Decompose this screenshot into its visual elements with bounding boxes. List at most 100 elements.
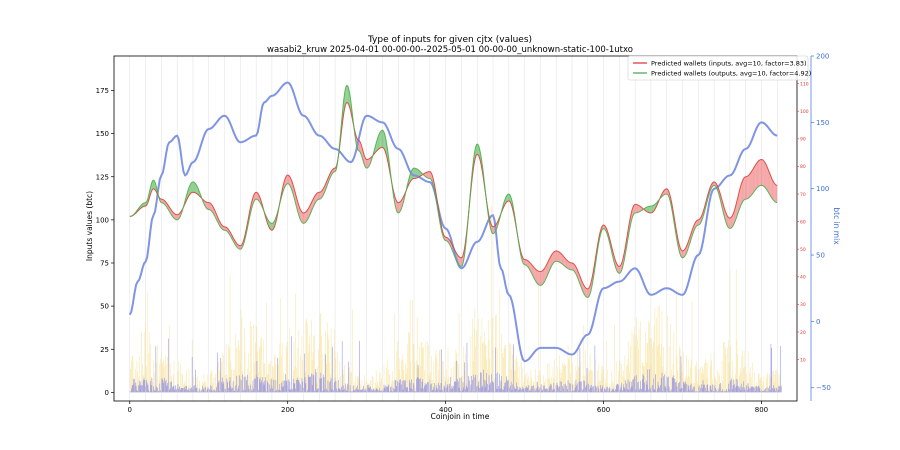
fill-segment [666, 188, 668, 195]
y-axis-label: Inputs values (btc) [85, 191, 94, 261]
fill-segment [729, 217, 731, 229]
y-tick-label: 150 [96, 130, 109, 138]
fill-segment [309, 205, 310, 217]
fill-segment [209, 202, 211, 211]
fill-segment [770, 174, 771, 197]
fill-segment [301, 212, 303, 224]
fill-segment [571, 263, 573, 271]
fill-segment [445, 237, 447, 241]
y2-tick-label: 0 [816, 318, 820, 326]
fill-segment [530, 262, 531, 272]
y3-tick-label: 50 [800, 247, 806, 253]
fill-segment [744, 176, 746, 200]
fill-segment [776, 185, 778, 203]
x-tick-label: 400 [439, 406, 452, 414]
fill-segment [733, 209, 735, 225]
fill-segment [526, 259, 527, 266]
fill-segment [752, 168, 754, 194]
fill-segment [478, 144, 479, 157]
fill-segment [319, 192, 321, 200]
fill-segment [254, 192, 256, 201]
fill-segment [399, 201, 401, 212]
fill-segment [384, 132, 385, 151]
y3-tick-label: 20 [800, 330, 806, 336]
fill-segment [537, 270, 539, 285]
fill-segment [570, 262, 572, 270]
fill-segment [300, 209, 302, 222]
plot-frame [113, 55, 798, 402]
fill-segment [556, 250, 557, 262]
fill-segment [224, 226, 226, 231]
fill-segment [765, 163, 767, 189]
fill-segment [650, 206, 651, 213]
fill-segment [414, 168, 416, 179]
fill-segment [399, 202, 400, 213]
fill-segment [194, 182, 196, 193]
chart-subtitle: wasabi2_kruw 2025-04-01 00-00-00--2025-0… [267, 45, 633, 55]
x-tick-label: 200 [281, 406, 294, 414]
fill-segment [152, 180, 154, 190]
y-tick-label: 175 [96, 87, 109, 95]
y-tick-label: 50 [100, 303, 109, 311]
fill-segment [307, 208, 309, 220]
fill-segment [566, 259, 568, 269]
fill-segment [534, 268, 536, 282]
fill-segment [208, 202, 210, 210]
fill-segment [315, 194, 317, 203]
fill-segment [532, 265, 534, 277]
x-tick-label: 800 [755, 406, 768, 414]
fill-segment [748, 175, 749, 199]
fill-segment [751, 170, 752, 196]
fill-segment [684, 249, 685, 258]
fill-segment [746, 176, 748, 200]
fill-segment [546, 262, 548, 278]
fill-segment [764, 161, 766, 188]
fill-segment [538, 271, 540, 286]
fill-segment [380, 130, 382, 148]
fill-segment [583, 283, 584, 294]
fill-segment [553, 252, 554, 264]
fill-segment [562, 255, 564, 265]
fill-segment [646, 206, 648, 213]
fill-segment [427, 171, 429, 179]
fill-segment [735, 203, 737, 221]
fill-segment [766, 166, 768, 192]
fill-segment [191, 182, 193, 193]
fill-segment [588, 287, 590, 298]
fill-segment [316, 192, 318, 201]
fill-segment [774, 183, 776, 203]
fill-segment [665, 188, 667, 195]
fill-segment [774, 182, 775, 202]
fill-segment [555, 250, 557, 262]
fill-segment [459, 256, 460, 266]
fill-segment [572, 263, 574, 271]
fill-segment [747, 175, 749, 199]
fill-segment [177, 214, 179, 220]
fill-segment [568, 261, 569, 270]
fill-segment [381, 130, 383, 148]
y3-tick-label: 30 [800, 302, 806, 308]
fill-segment [206, 202, 208, 209]
fill-segment [320, 190, 322, 199]
fill-segment [477, 143, 479, 155]
fill-segment [256, 192, 257, 200]
fill-segment [759, 159, 761, 186]
fill-segment [713, 181, 715, 186]
fill-segment [556, 250, 558, 262]
fill-segment [736, 200, 737, 219]
fill-segment [304, 212, 306, 224]
fill-segment [461, 257, 463, 267]
fill-segment [303, 212, 305, 224]
fill-segment [617, 265, 619, 274]
fill-segment [426, 171, 428, 178]
fill-segment [346, 85, 348, 103]
fill-segment [270, 222, 272, 230]
fill-segment [639, 205, 640, 212]
fill-segment [143, 202, 145, 207]
fill-segment [548, 259, 550, 274]
fill-segment [287, 175, 289, 184]
fill-segment [573, 263, 575, 272]
fill-segment [543, 268, 545, 284]
fill-segment [696, 220, 698, 226]
